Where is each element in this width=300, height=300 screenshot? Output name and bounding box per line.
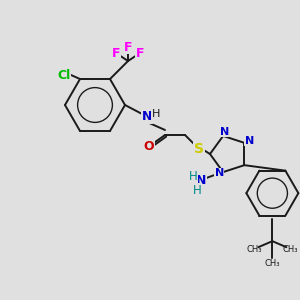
Text: O: O: [144, 140, 154, 154]
Text: CH₃: CH₃: [265, 259, 280, 268]
Text: F: F: [136, 46, 144, 59]
Text: N: N: [196, 174, 206, 187]
Text: N: N: [245, 136, 254, 146]
Text: CH₃: CH₃: [283, 245, 298, 254]
Text: F: F: [112, 46, 120, 59]
Text: CH₃: CH₃: [247, 245, 262, 254]
Text: S: S: [194, 142, 204, 156]
Text: H: H: [152, 109, 160, 119]
Text: N: N: [220, 127, 229, 137]
Text: H: H: [189, 169, 197, 183]
Text: H: H: [193, 184, 202, 196]
Text: N: N: [142, 110, 152, 124]
Text: F: F: [124, 40, 132, 53]
Text: N: N: [214, 168, 224, 178]
Text: Cl: Cl: [57, 68, 70, 82]
